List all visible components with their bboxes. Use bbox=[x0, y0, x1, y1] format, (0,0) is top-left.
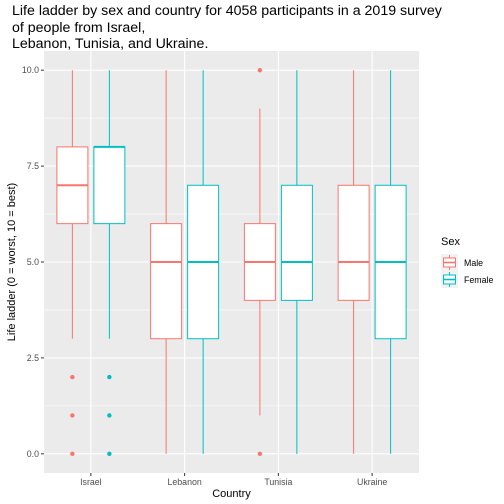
x-tick-label: Lebanon bbox=[168, 477, 202, 487]
y-tick-label: 7.5 bbox=[27, 161, 39, 171]
box-marks bbox=[56, 67, 407, 457]
outlier-point bbox=[70, 374, 75, 380]
legend-key-female: Female bbox=[441, 271, 493, 288]
y-tick-label: 0.0 bbox=[27, 449, 39, 459]
legend-title: Sex bbox=[441, 236, 460, 248]
box-male-israel bbox=[56, 70, 89, 457]
axes: 0.0 2.5 5.0 7.5 10.0 Israel Lebanon Tunisia Ukra… bbox=[22, 65, 388, 487]
box-female-tunisia bbox=[280, 70, 313, 454]
box-female-ukraine bbox=[374, 70, 407, 454]
outlier-point bbox=[107, 413, 112, 418]
y-tick-label: 5.0 bbox=[27, 257, 39, 267]
outlier-point bbox=[70, 451, 75, 457]
outlier-point bbox=[257, 451, 263, 457]
legend-label: Male bbox=[464, 258, 483, 268]
outlier-point bbox=[70, 413, 75, 418]
x-axis-title: Country bbox=[212, 488, 251, 500]
box-female-israel bbox=[93, 70, 126, 457]
x-tick-label: Tunisia bbox=[264, 477, 292, 487]
outlier-point bbox=[107, 451, 112, 457]
box-male-lebanon bbox=[150, 70, 183, 454]
box-iqr bbox=[280, 184, 313, 301]
x-tick-label: Ukraine bbox=[357, 477, 387, 487]
box-iqr bbox=[93, 146, 126, 225]
box-female-lebanon bbox=[187, 70, 220, 454]
y-tick-label: 10.0 bbox=[22, 65, 39, 75]
legend-key-male: Male bbox=[441, 254, 483, 271]
box-iqr bbox=[337, 184, 370, 301]
y-tick-label: 2.5 bbox=[27, 353, 39, 363]
chart-title: Life ladder by sex and country for 4058 … bbox=[12, 3, 442, 52]
box-male-ukraine bbox=[337, 70, 370, 454]
box-male-tunisia bbox=[243, 67, 276, 457]
outlier-point bbox=[257, 67, 263, 73]
box-iqr bbox=[150, 223, 183, 340]
legend: Sex Male Female bbox=[441, 236, 493, 288]
y-axis-title: Life ladder (0 = worst, 10 = best) bbox=[6, 183, 18, 341]
outlier-point bbox=[107, 374, 112, 380]
x-tick-label: Israel bbox=[80, 477, 102, 487]
legend-label: Female bbox=[464, 275, 493, 285]
